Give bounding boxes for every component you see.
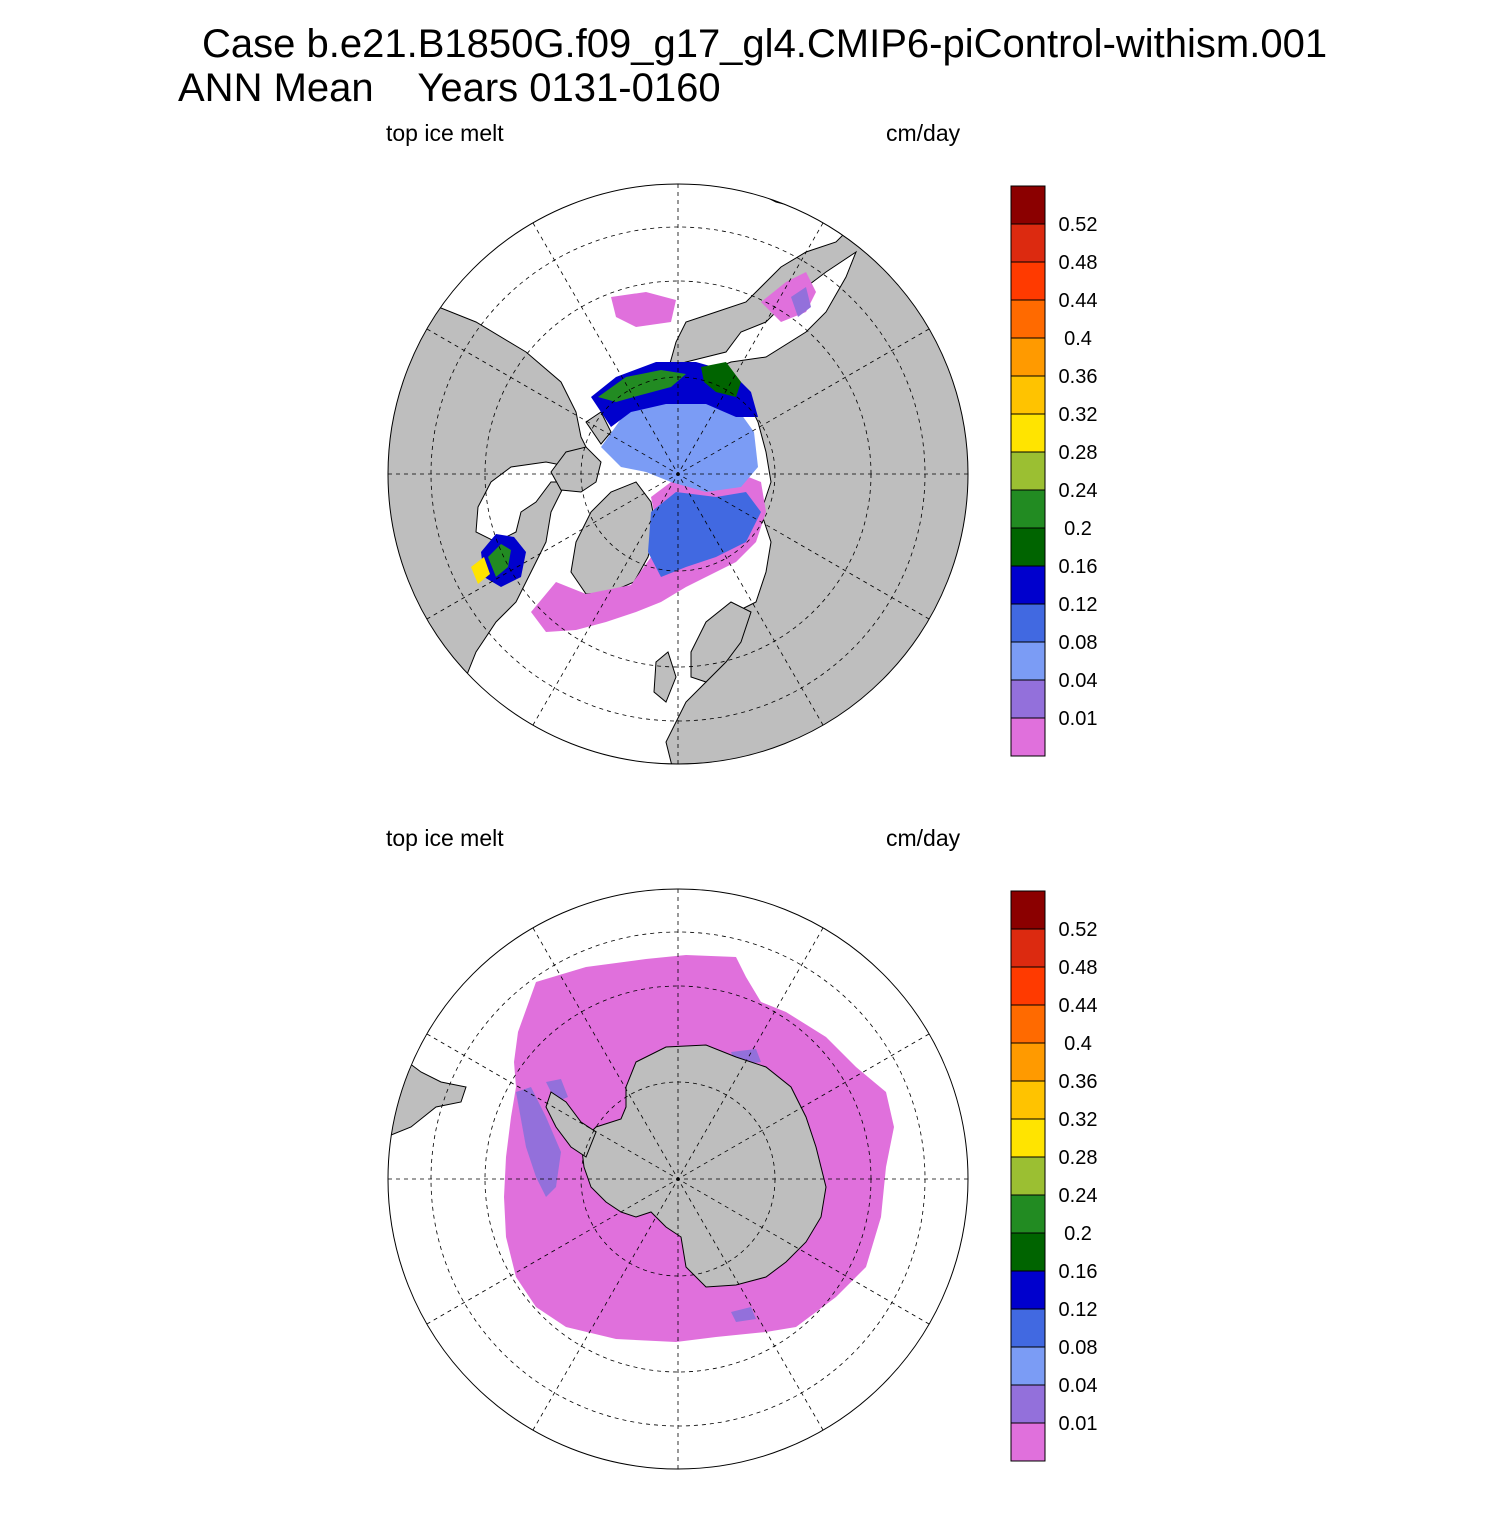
colorbar-1-swatch-10 bbox=[1010, 1270, 1046, 1310]
colorbar-0-swatch-10 bbox=[1010, 565, 1046, 605]
south-ice-patch-3 bbox=[731, 1307, 756, 1322]
north-ice-okhotsk-2 bbox=[791, 287, 811, 317]
colorbar-0-swatch-4 bbox=[1010, 337, 1046, 377]
colorbar-1-label-5: 0.32 bbox=[1059, 1109, 1098, 1131]
north-ice-bering bbox=[611, 292, 676, 327]
south-graticule bbox=[388, 889, 968, 1469]
north-variable-label: top ice melt bbox=[386, 120, 504, 146]
south-ice-patch-1 bbox=[546, 1079, 568, 1102]
colorbar-1-swatch-5 bbox=[1010, 1080, 1046, 1120]
north-ice-hudson-green bbox=[488, 544, 511, 577]
colorbar-1-swatch-13 bbox=[1010, 1384, 1046, 1424]
colorbar-1-label-12: 0.04 bbox=[1059, 1375, 1098, 1397]
colorbar-1-label-9: 0.16 bbox=[1059, 1261, 1098, 1283]
north-land-archipelago-2 bbox=[585, 411, 612, 445]
colorbar-0-swatch-7 bbox=[1010, 451, 1046, 491]
colorbar-0-label-7: 0.24 bbox=[1059, 480, 1098, 502]
colorbar-1-swatch-12 bbox=[1010, 1346, 1046, 1386]
colorbar-0-label-8: 0.2 bbox=[1064, 518, 1092, 540]
colorbar-0-swatch-9 bbox=[1010, 527, 1046, 567]
south-land-peninsula bbox=[545, 1091, 597, 1158]
north-ice-laptev-green bbox=[701, 362, 741, 397]
colorbar-0-swatch-5 bbox=[1010, 375, 1046, 415]
colorbar-1-label-7: 0.24 bbox=[1059, 1185, 1098, 1207]
colorbar-0-swatch-1 bbox=[1010, 223, 1046, 263]
colorbar-1-swatch-9 bbox=[1010, 1232, 1046, 1272]
colorbar-0-label-5: 0.32 bbox=[1059, 404, 1098, 426]
south-map-border bbox=[387, 888, 969, 1470]
colorbar-0-label-1: 0.48 bbox=[1059, 252, 1098, 274]
colorbar-0-label-9: 0.16 bbox=[1059, 556, 1098, 578]
colorbar-1-swatch-4 bbox=[1010, 1042, 1046, 1082]
colorbar-1-label-4: 0.36 bbox=[1059, 1071, 1098, 1093]
south-units-label: cm/day bbox=[886, 825, 961, 851]
colorbar-1-label-1: 0.48 bbox=[1059, 957, 1098, 979]
colorbar-1-swatch-0 bbox=[1010, 890, 1046, 930]
colorbar-0-label-2: 0.44 bbox=[1059, 290, 1098, 312]
colorbar-0-swatch-6 bbox=[1010, 413, 1046, 453]
south-ice-weddell bbox=[516, 1087, 561, 1197]
north-graticule bbox=[388, 184, 968, 764]
south-polar-map bbox=[387, 888, 969, 1470]
colorbar-0-label-0: 0.52 bbox=[1059, 214, 1098, 236]
colorbar-1-swatch-3 bbox=[1010, 1004, 1046, 1044]
colorbar-0-label-4: 0.36 bbox=[1059, 366, 1098, 388]
colorbar-0-swatch-11 bbox=[1010, 603, 1046, 643]
title-line-2: ANN Mean Years 0131-0160 bbox=[178, 66, 721, 110]
colorbar-1-swatch-14 bbox=[1010, 1422, 1046, 1462]
colorbar-1-label-10: 0.12 bbox=[1059, 1299, 1098, 1321]
colorbar-1-label-6: 0.28 bbox=[1059, 1147, 1098, 1169]
colorbar-0-swatch-12 bbox=[1010, 641, 1046, 681]
colorbar-1-swatch-2 bbox=[1010, 966, 1046, 1006]
north-land-archipelago bbox=[550, 446, 602, 493]
colorbar-0-swatch-8 bbox=[1010, 489, 1046, 529]
north-map-border bbox=[387, 183, 969, 765]
colorbar-1-label-2: 0.44 bbox=[1059, 995, 1098, 1017]
colorbar-0-label-10: 0.12 bbox=[1059, 594, 1098, 616]
north-land-scandinavia bbox=[690, 601, 752, 683]
south-variable-label: top ice melt bbox=[386, 825, 504, 851]
title-line-1: Case b.e21.B1850G.f09_g17_gl4.CMIP6-piCo… bbox=[202, 22, 1328, 66]
colorbar-1-swatch-11 bbox=[1010, 1308, 1046, 1348]
north-units-label: cm/day bbox=[886, 120, 961, 146]
colorbar-1-swatch-6 bbox=[1010, 1118, 1046, 1158]
colorbar-0-swatch-0 bbox=[1010, 185, 1046, 225]
colorbar-0-label-13: 0.01 bbox=[1059, 708, 1098, 730]
colorbar-0-label-3: 0.4 bbox=[1064, 328, 1092, 350]
colorbar-1-swatch-8 bbox=[1010, 1194, 1046, 1234]
colorbar-0-swatch-2 bbox=[1010, 261, 1046, 301]
colorbar-1-swatch-7 bbox=[1010, 1156, 1046, 1196]
colorbar-1-swatch-1 bbox=[1010, 928, 1046, 968]
colorbar-0-swatch-3 bbox=[1010, 299, 1046, 339]
north-ice-central bbox=[601, 397, 758, 492]
colorbar-0-label-6: 0.28 bbox=[1059, 442, 1098, 464]
colorbar-0-swatch-14 bbox=[1010, 717, 1046, 757]
north-ice-hudson-yellow bbox=[471, 557, 490, 584]
south-polar-panel: top ice melt cm/day bbox=[0, 815, 1500, 1515]
colorbar-1-label-11: 0.08 bbox=[1059, 1337, 1098, 1359]
north-colorbar: 0.52 0.48 0.44 0.4 0.36 0.32 0.28 0.24 0.2 0.16 0.… bbox=[1010, 185, 1098, 757]
colorbar-1-label-13: 0.01 bbox=[1059, 1413, 1098, 1435]
south-colorbar: 0.52 0.48 0.44 0.4 0.36 0.32 0.28 0.24 0.2 0.16 0.… bbox=[1010, 890, 1098, 1462]
colorbar-0-swatch-13 bbox=[1010, 679, 1046, 719]
colorbar-1-label-0: 0.52 bbox=[1059, 919, 1098, 941]
colorbar-1-label-3: 0.4 bbox=[1064, 1033, 1092, 1055]
colorbar-0-label-11: 0.08 bbox=[1059, 632, 1098, 654]
colorbar-1-label-8: 0.2 bbox=[1064, 1223, 1092, 1245]
north-ice-shelf bbox=[648, 492, 761, 577]
north-polar-map bbox=[387, 183, 969, 765]
north-polar-panel: top ice melt cm/day bbox=[0, 110, 1500, 810]
colorbar-0-label-12: 0.04 bbox=[1059, 670, 1098, 692]
north-land-uk bbox=[653, 651, 677, 703]
